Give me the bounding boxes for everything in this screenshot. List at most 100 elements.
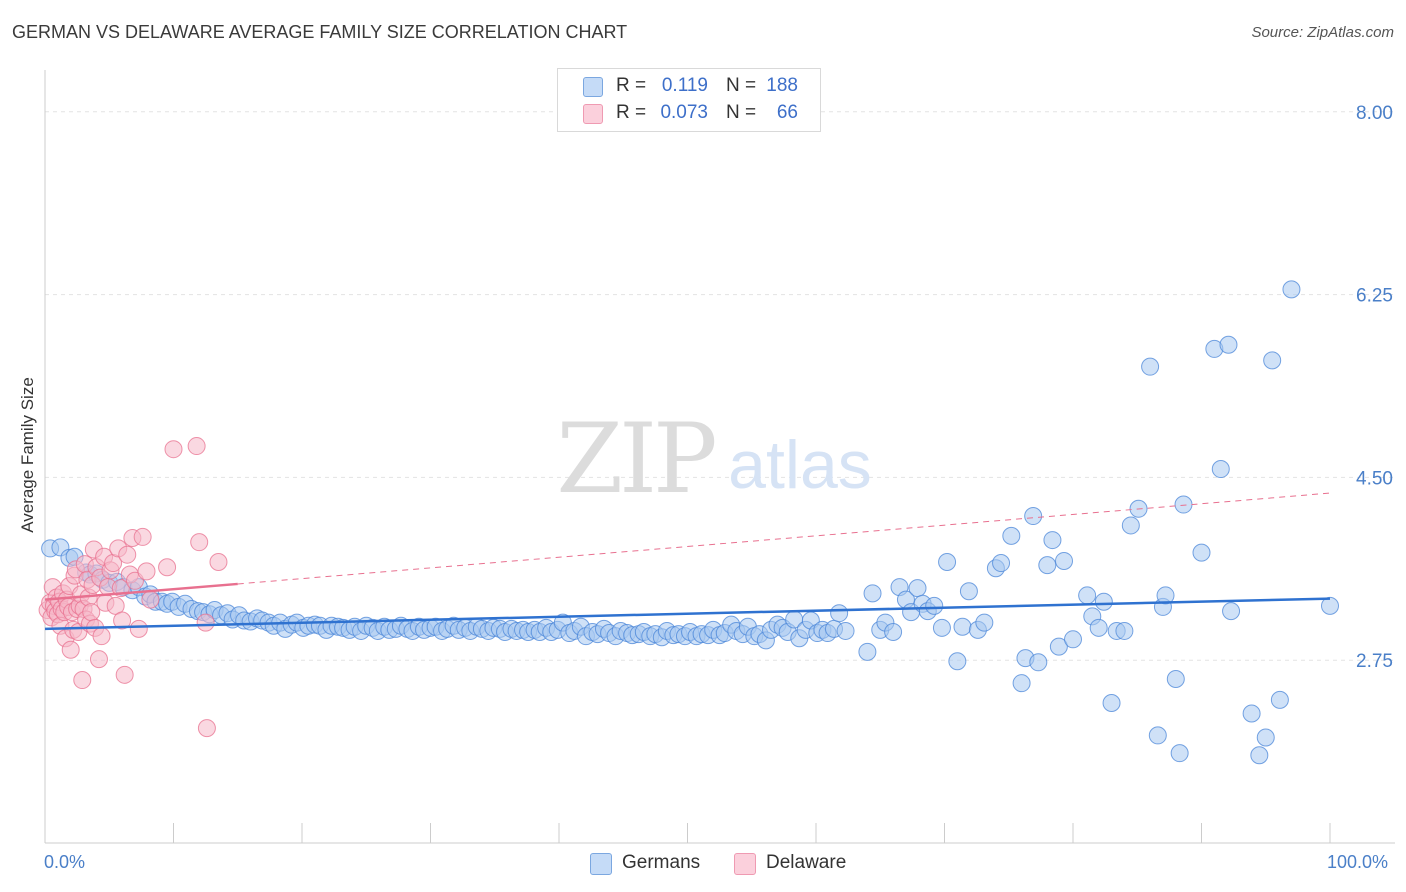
germans-point [830,604,849,623]
germans-point [1055,551,1074,570]
germans-point [1192,543,1211,562]
delaware-point [92,627,111,646]
germans-point [836,621,855,640]
germans-point [1321,596,1339,615]
bottom-legend-label-delaware: Delaware [766,852,847,873]
germans-point [1002,526,1021,545]
germans-trend-line [44,597,1331,631]
series-germans [41,280,1339,765]
germans-point [948,652,967,671]
germans-point [1012,674,1031,693]
germans-point [1043,531,1062,550]
delaware-point [118,545,137,564]
germans-point [1282,280,1301,299]
delaware-point [133,527,152,546]
delaware-point [197,719,216,738]
legend-n-value: 66 [776,102,798,123]
legend-n-label: N = [726,102,757,123]
germans-point [1121,516,1140,535]
germans-point [953,617,972,636]
gridlines [45,111,1395,661]
series-delaware [38,437,228,738]
y-tick-label: 2.75 [1356,651,1393,672]
germans-point [884,622,903,641]
germans-point [975,613,994,632]
watermark: ZIP atlas [556,403,871,515]
delaware-trend-line [44,582,238,601]
y-axis-label: Average Family Size [18,377,37,533]
legend-r-label: R = [616,75,647,96]
delaware-point [187,437,206,456]
legend-n-value: 188 [766,75,798,96]
delaware-trend-extension [237,492,1331,585]
trend-lines [44,492,1331,631]
axes [44,70,1395,844]
germans-point [1174,495,1193,514]
delaware-point [61,640,80,659]
germans-point [1156,586,1175,605]
germans-point [1256,728,1275,747]
bottom-legend-label-germans: Germans [622,852,701,873]
delaware-point [73,671,92,690]
chart-title: GERMAN VS DELAWARE AVERAGE FAMILY SIZE C… [12,22,628,42]
stats-legend: R = 0.119 N = 188 R = 0.073 N = 66 [557,68,821,132]
germans-point [932,618,951,637]
germans-point [1166,669,1185,688]
delaware-point [113,611,132,630]
germans-point [1141,357,1160,376]
legend-n-label: N = [726,75,757,96]
chart-source: Source: ZipAtlas.com [1251,24,1394,41]
germans-point [1049,637,1068,656]
legend-swatch-delaware [583,104,603,124]
delaware-point [141,590,160,609]
bottom-legend-swatch-germans [590,853,612,875]
germans-point [1024,507,1043,526]
watermark-atlas: atlas [728,427,872,503]
legend-row-delaware: R = 0.073 N = 66 [558,101,820,127]
germans-point [1089,618,1108,637]
germans-point [1115,621,1134,640]
y-tick-label: 4.50 [1356,468,1393,489]
legend-r-value: 0.073 [660,102,708,123]
germans-point [1102,694,1121,713]
germans-point [925,596,944,615]
germans-point [959,582,978,601]
germans-point [1094,592,1113,611]
germans-point [1222,602,1241,621]
legend-r-label: R = [616,102,647,123]
delaware-point [196,613,215,632]
delaware-point [209,553,228,572]
germans-point [1148,726,1167,745]
germans-point [992,554,1011,573]
germans-point [908,579,927,598]
y-tick-label: 6.25 [1356,286,1393,307]
germans-point [1064,630,1082,649]
germans-point [1038,556,1057,575]
y-tick-labels: 2.75 4.50 6.25 8.00 [1356,103,1393,672]
legend-swatch-germans [583,77,603,97]
x-tick-min: 0.0% [44,852,86,872]
legend-r-value: 0.119 [661,75,708,96]
watermark-zip: ZIP [556,403,715,515]
delaware-point [115,665,134,684]
x-tick-max: 100.0% [1327,852,1389,872]
germans-point [1029,653,1048,672]
germans-point [863,584,882,603]
germans-point [1242,704,1261,723]
delaware-point [158,558,177,577]
germans-point [1211,460,1230,479]
germans-point [1078,586,1097,605]
delaware-point [164,440,183,459]
germans-point [1270,690,1289,709]
germans-point [1263,351,1282,370]
delaware-point [89,650,108,669]
germans-point [1219,335,1238,354]
bottom-legend-swatch-delaware [734,853,756,875]
germans-point [938,553,957,572]
delaware-point [137,562,156,581]
y-tick-label: 8.00 [1356,103,1393,124]
germans-point [858,642,877,661]
delaware-point [129,619,148,638]
germans-point [1250,746,1269,765]
